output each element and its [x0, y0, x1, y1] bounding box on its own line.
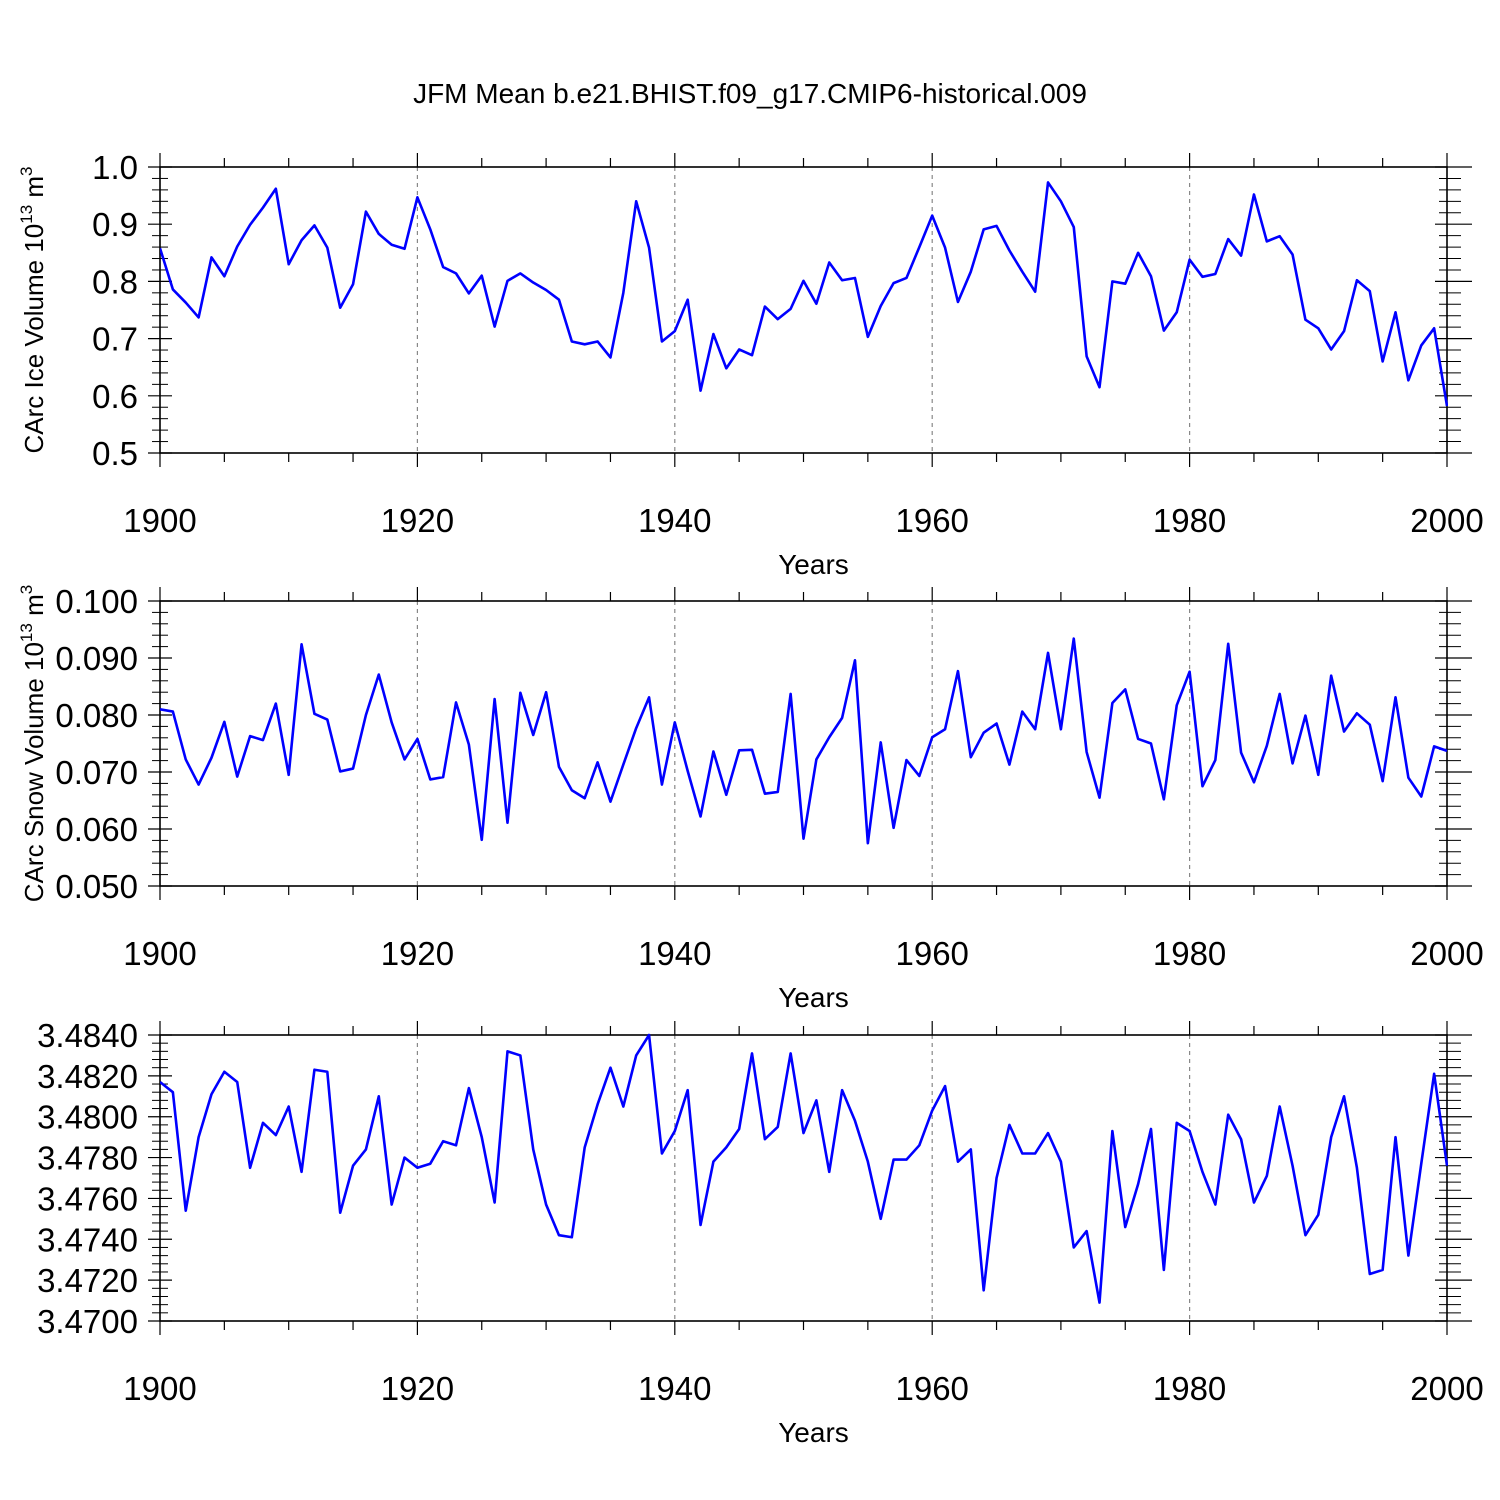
- x-tick-label: 1960: [895, 502, 968, 539]
- x-tick-label: 1960: [895, 1370, 968, 1407]
- x-axis-label: Years: [778, 549, 849, 580]
- y-tick-label: 3.4840: [37, 1017, 138, 1054]
- y-tick-label: 0.070: [55, 754, 138, 791]
- plot-frame: [159, 600, 1448, 887]
- y-tick-label: 0.100: [55, 583, 138, 620]
- chart-title: JFM Mean b.e21.BHIST.f09_g17.CMIP6-histo…: [413, 78, 1087, 109]
- y-axis-label: CArc Ice Volume 1013 m3: [17, 166, 49, 453]
- x-tick-label: 1900: [123, 935, 196, 972]
- y-tick-label: 3.4720: [37, 1262, 138, 1299]
- x-tick-label: 1960: [895, 935, 968, 972]
- y-tick-label: 0.080: [55, 697, 138, 734]
- x-tick-label: 1980: [1153, 502, 1226, 539]
- plot-frame: [159, 166, 1448, 454]
- panel-3: 1900 1920 1940 1960 1980 2000 3.4700 3.4720 3.47…: [37, 1017, 1484, 1448]
- panel-1: 1900 1920 1940 1960 1980 2000 0.5 0.6 0.7 0.8 0.9 1…: [17, 149, 1484, 580]
- x-tick-label: 2000: [1410, 1370, 1483, 1407]
- x-tick-label: 1920: [381, 935, 454, 972]
- plot-frame: [159, 1034, 1448, 1322]
- y-axis-label-exponent: 13: [17, 623, 36, 642]
- series-line: [160, 1033, 1448, 1304]
- x-tick-label: 2000: [1410, 935, 1483, 972]
- series-line: [160, 637, 1448, 845]
- x-tick-label: 1940: [638, 935, 711, 972]
- x-tick-label: 1920: [381, 502, 454, 539]
- y-tick-label: 0.090: [55, 640, 138, 677]
- y-tick-label: 0.5: [92, 435, 138, 472]
- y-axis-label-unit-exponent: 3: [17, 166, 36, 175]
- y-tick-label: 0.050: [55, 868, 138, 905]
- y-axis-label: CArc Snow Volume 1013 m3: [17, 585, 49, 902]
- y-axis-label-unit-exponent: 3: [17, 585, 36, 594]
- y-axis-label-text: CArc Ice Volume 10: [19, 224, 49, 454]
- x-tick-label: 1900: [123, 1370, 196, 1407]
- y-axis-label-unit: m: [19, 594, 49, 623]
- y-tick-label: 3.4820: [37, 1058, 138, 1095]
- x-tick-label: 1900: [123, 502, 196, 539]
- y-tick-label: 3.4760: [37, 1180, 138, 1217]
- x-tick-label: 1980: [1153, 935, 1226, 972]
- y-tick-label: 3.4740: [37, 1221, 138, 1258]
- y-tick-label: 3.4700: [37, 1303, 138, 1340]
- y-tick-label: 3.4800: [37, 1099, 138, 1136]
- x-axis-label: Years: [778, 982, 849, 1013]
- x-axis-label: Years: [778, 1417, 849, 1448]
- y-axis-label-text: CArc Snow Volume 10: [19, 642, 49, 902]
- x-tick-label: 2000: [1410, 502, 1483, 539]
- panels-group: 1900 1920 1940 1960 1980 2000 0.5 0.6 0.7 0.8 0.9 1…: [17, 149, 1484, 1448]
- y-tick-label: 0.7: [92, 321, 138, 358]
- y-tick-label: 0.6: [92, 378, 138, 415]
- x-tick-label: 1940: [638, 502, 711, 539]
- y-axis-label-exponent: 13: [17, 205, 36, 224]
- x-tick-label: 1980: [1153, 1370, 1226, 1407]
- y-tick-label: 1.0: [92, 149, 138, 186]
- series-line: [160, 181, 1448, 407]
- y-axis-label-unit: m: [19, 176, 49, 205]
- y-tick-label: 3.4780: [37, 1140, 138, 1177]
- panel-2: 1900 1920 1940 1960 1980 2000 0.050 0.060 0.070 0…: [17, 583, 1484, 1013]
- x-tick-label: 1940: [638, 1370, 711, 1407]
- y-tick-label: 0.060: [55, 811, 138, 848]
- y-tick-label: 0.9: [92, 206, 138, 243]
- x-tick-label: 1920: [381, 1370, 454, 1407]
- y-tick-label: 0.8: [92, 263, 138, 300]
